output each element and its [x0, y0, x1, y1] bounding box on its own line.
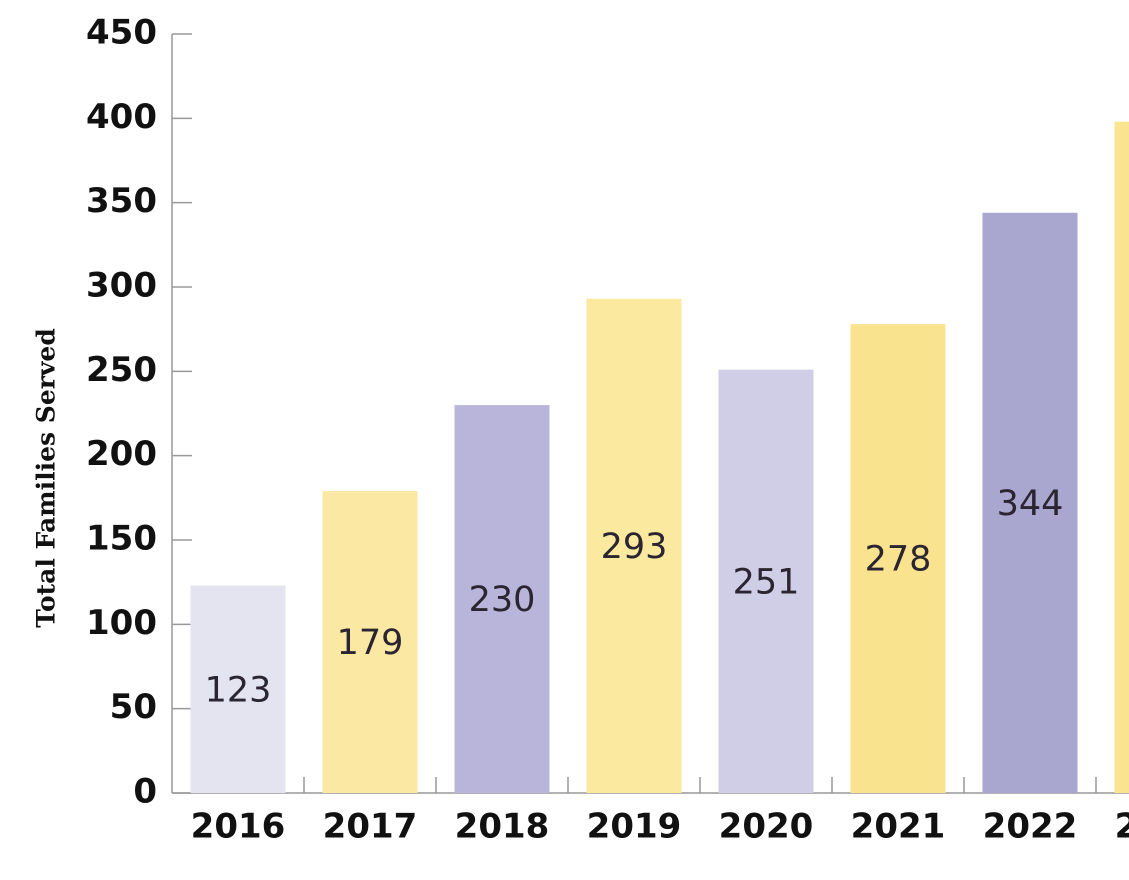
bar	[850, 324, 946, 793]
value-label: 230	[469, 580, 536, 620]
y-tick-label: 450	[86, 13, 157, 53]
bar	[1114, 121, 1129, 793]
y-tick-label: 400	[86, 97, 157, 137]
x-tick-label: 2016	[191, 807, 286, 847]
bar	[190, 585, 286, 793]
value-label: 179	[337, 623, 404, 663]
bar	[586, 298, 682, 793]
x-tick-label: 2017	[323, 807, 418, 847]
bar	[982, 212, 1078, 793]
bar	[454, 405, 550, 793]
value-label: 344	[997, 484, 1064, 524]
y-axis-label: Total Families Served	[32, 328, 61, 628]
y-tick-label: 150	[86, 519, 157, 559]
value-label: 278	[865, 540, 932, 580]
bar	[718, 369, 814, 793]
y-tick-label: 50	[110, 687, 157, 727]
y-tick-label: 100	[86, 603, 157, 643]
y-tick-label: 250	[86, 350, 157, 390]
value-label: 293	[601, 527, 668, 567]
x-tick-label: 2018	[455, 807, 550, 847]
x-tick-label: 2021	[851, 807, 946, 847]
x-tick-label: 2023	[1115, 807, 1129, 847]
value-label: 251	[733, 562, 800, 602]
y-tick-label: 350	[86, 181, 157, 221]
y-tick-label: 0	[133, 772, 157, 812]
value-label: 123	[205, 670, 272, 710]
x-tick-label: 2019	[587, 807, 682, 847]
x-tick-label: 2022	[983, 807, 1078, 847]
y-tick-label: 200	[86, 434, 157, 474]
bar	[322, 491, 418, 793]
y-tick-label: 300	[86, 266, 157, 306]
x-tick-label: 2020	[719, 807, 814, 847]
